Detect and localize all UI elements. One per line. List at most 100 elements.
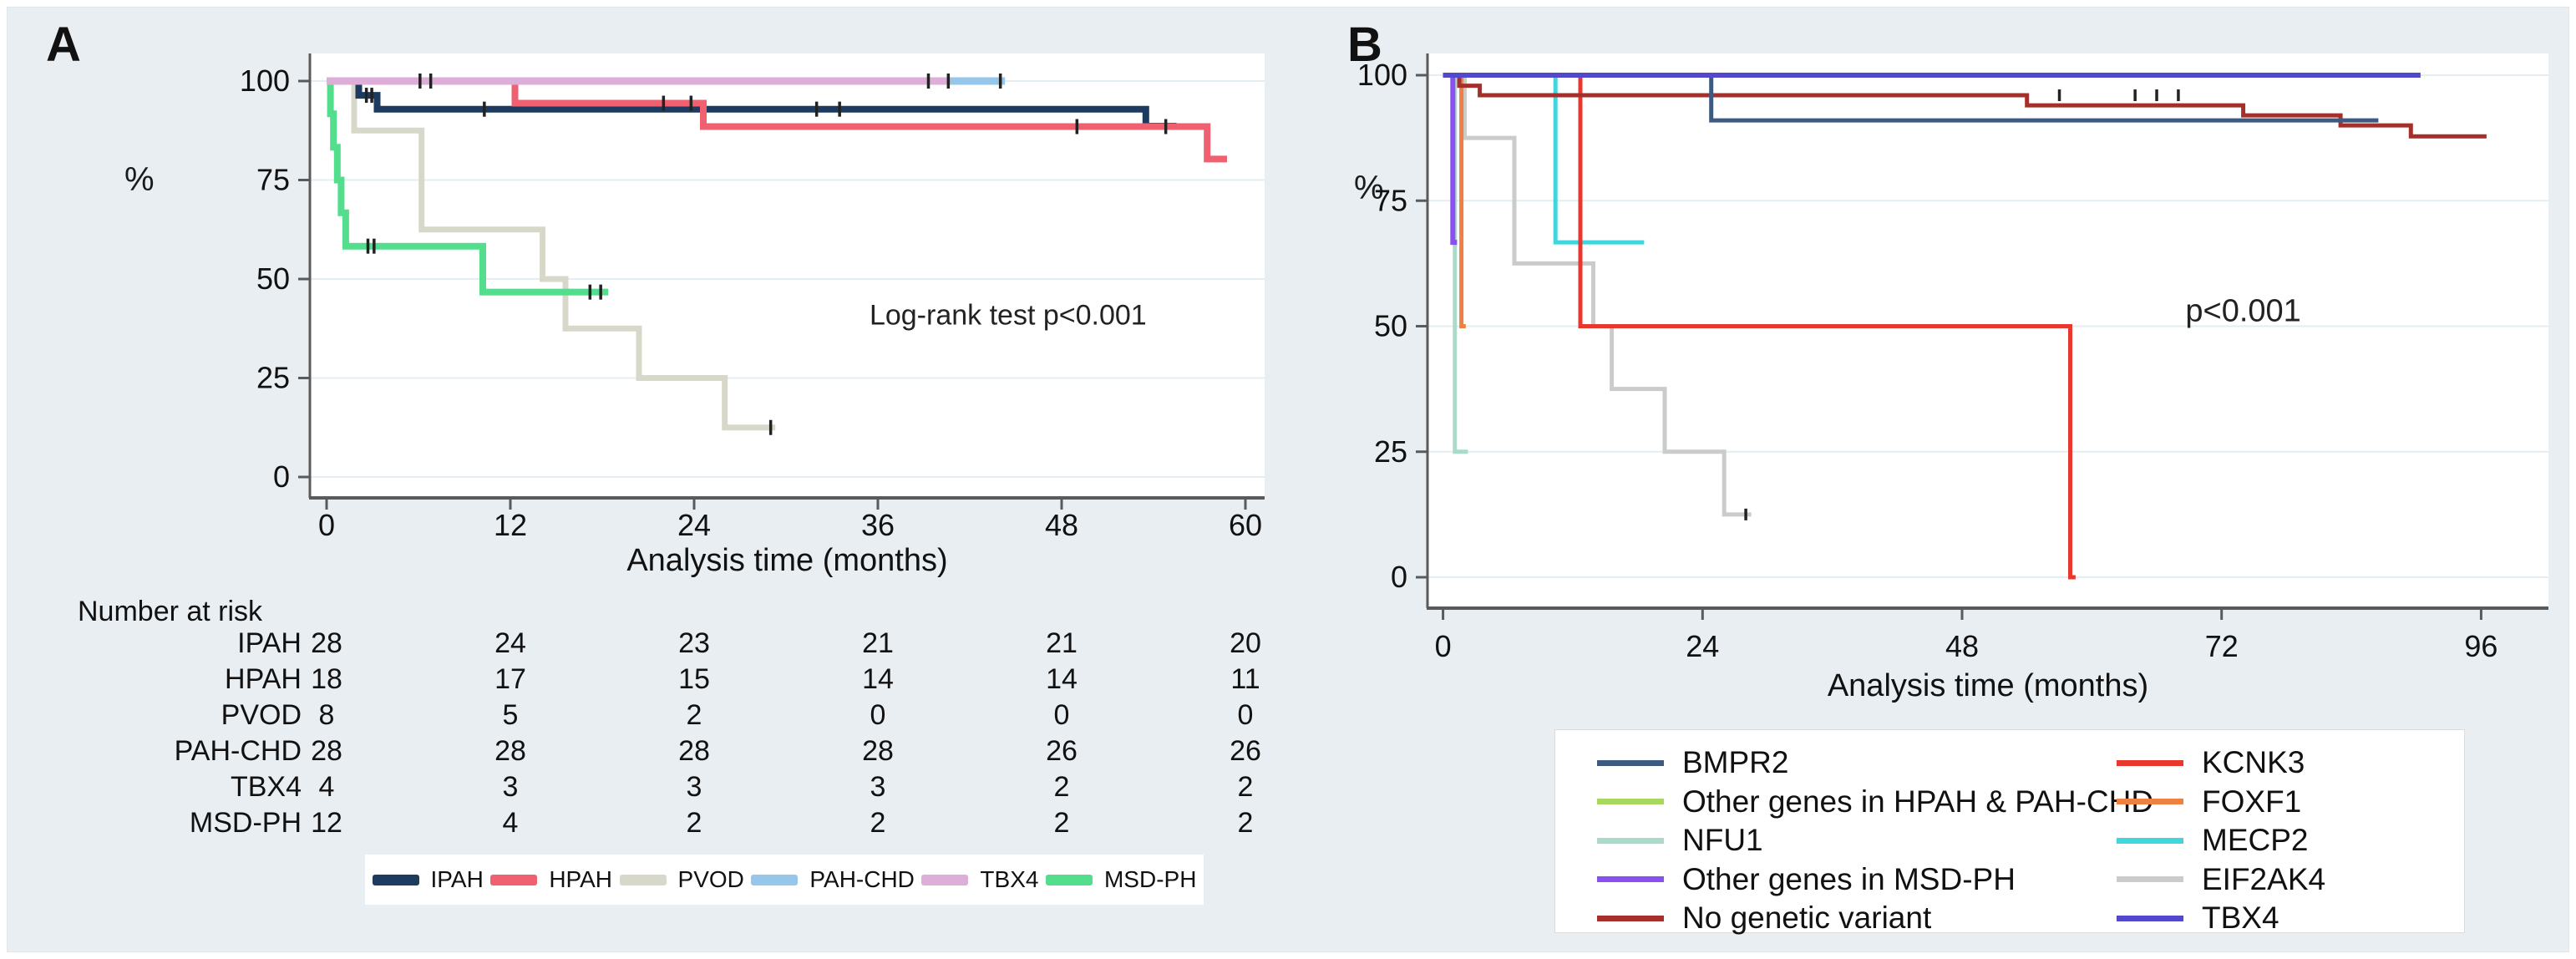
legend-swatch [2117, 915, 2183, 921]
risk-value: 3 [870, 771, 886, 803]
risk-value: 2 [686, 699, 702, 731]
x-tick-label: 96 [2464, 629, 2497, 663]
legend-swatch [1597, 876, 1664, 882]
risk-row-label: PVOD [221, 699, 302, 731]
risk-row-label: HPAH [225, 663, 302, 695]
x-tick-label: 48 [1945, 629, 1979, 663]
risk-value: 14 [1046, 663, 1078, 695]
risk-value: 3 [502, 771, 519, 803]
risk-value: 4 [318, 771, 335, 803]
risk-value: 28 [311, 627, 342, 659]
legend-item: BMPR2 [1597, 745, 1788, 780]
legend-label: EIF2AK4 [2202, 861, 2326, 896]
risk-value: 2 [686, 807, 702, 839]
legend-swatch [1597, 837, 1664, 844]
y-tick-label: 100 [1357, 58, 1407, 92]
risk-value: 4 [502, 807, 519, 839]
legend-item: MSD-PH [1045, 866, 1197, 893]
y-tick-label: 0 [273, 459, 290, 494]
risk-value: 12 [311, 807, 342, 839]
legend-label: BMPR2 [1682, 745, 1789, 779]
legend-label: Other genes in MSD-PH [1682, 861, 2016, 896]
plot-area [310, 53, 1265, 498]
risk-value: 0 [1053, 699, 1070, 731]
legend-item: HPAH [490, 866, 612, 893]
risk-value: 28 [678, 735, 710, 767]
legend-item: KCNK3 [2117, 745, 2305, 780]
legend-item: IPAH [372, 866, 484, 893]
legend-swatch [372, 874, 419, 885]
legend-item: NFU1 [1597, 823, 1763, 858]
risk-value: 28 [311, 735, 342, 767]
legend-item: Other genes in MSD-PH [1597, 862, 2016, 897]
panel-b-letter: B [1347, 18, 1382, 72]
risk-value: 17 [494, 663, 526, 695]
legend-swatch [921, 874, 969, 885]
legend-swatch [490, 874, 538, 885]
x-tick-label: 60 [1229, 508, 1262, 542]
x-tick-label: 36 [861, 508, 895, 542]
risk-value: 26 [1230, 735, 1261, 767]
risk-value: 18 [311, 663, 342, 695]
y-tick-label: 75 [1374, 183, 1407, 217]
risk-value: 2 [870, 807, 886, 839]
series-msd-ph [327, 78, 609, 296]
series-no-genetic-variant [1443, 73, 2487, 139]
legend-label: MSD-PH [1103, 866, 1197, 892]
x-tick-label: 48 [1045, 508, 1078, 542]
risk-value: 15 [678, 663, 710, 695]
x-tick-label: 24 [1686, 629, 1719, 663]
risk-row-label: TBX4 [230, 771, 302, 803]
legend-swatch [1045, 874, 1093, 885]
legend-swatch [2117, 837, 2183, 844]
figure-canvas: A % 100 75 50 25 0 0 12 24 36 48 60 Analysis time (… [7, 7, 2569, 952]
legend-label: TBX4 [2202, 901, 2279, 935]
x-tick-label: 12 [494, 508, 527, 542]
risk-value: 0 [1237, 699, 1254, 731]
y-tick-label: 50 [1374, 309, 1407, 343]
risk-value: 5 [502, 699, 519, 731]
risk-row-label: PAH-CHD [174, 735, 302, 767]
legend-item: TBX4 [2117, 901, 2279, 936]
y-tick-label: 25 [1374, 434, 1407, 469]
legend-panel-b: BMPR2 Other genes in HPAH & PAH-CHD NFU1 Ot… [1554, 729, 2465, 936]
risk-value: 20 [1230, 627, 1261, 659]
legend-item: FOXF1 [2117, 784, 2301, 819]
risk-value: 2 [1237, 807, 1254, 839]
legend-label: NFU1 [1682, 823, 1763, 857]
x-tick-label: 24 [677, 508, 711, 542]
risk-value: 21 [862, 627, 894, 659]
legend-swatch [1597, 799, 1664, 804]
legend-swatch [2117, 876, 2183, 882]
risk-value: 2 [1053, 771, 1070, 803]
legend-swatch [1597, 759, 1664, 766]
legend-label: No genetic variant [1682, 901, 1932, 935]
risk-value: 23 [678, 627, 710, 659]
risk-value: 0 [870, 699, 886, 731]
risk-value: 21 [1046, 627, 1078, 659]
panel-a-y-axis-title: % [124, 161, 155, 198]
legend-swatch [619, 874, 667, 885]
y-tick-label: 0 [1391, 560, 1407, 594]
risk-value: 3 [686, 771, 702, 803]
legend-swatch [751, 874, 799, 885]
risk-value: 28 [494, 735, 526, 767]
legend-swatch [1597, 915, 1664, 921]
legend-label: FOXF1 [2202, 784, 2302, 819]
x-axis-title: Analysis time (months) [626, 543, 947, 578]
risk-value: 8 [318, 699, 335, 731]
risk-value: 14 [862, 663, 894, 695]
panel-b-y-axis-title: % [1354, 170, 1384, 206]
legend-item: PVOD [619, 866, 744, 893]
legend-item: PAH-CHD [751, 866, 915, 893]
annotation-text: p<0.001 [2185, 293, 2300, 328]
annotation-text: Log-rank test p<0.001 [870, 300, 1147, 332]
x-tick-label: 72 [2205, 629, 2239, 663]
y-tick-label: 50 [256, 261, 290, 296]
x-tick-label: 0 [1435, 629, 1452, 663]
legend-panel-a: IPAH HPAH PVOD PAH-CHD TBX4 MSD-PH [365, 855, 1204, 905]
risk-table-title: Number at risk [78, 596, 263, 627]
legend-label: PVOD [677, 866, 744, 892]
panel-b-plot: 100 75 50 25 0 0 24 48 72 96 Analysis time (months… [1357, 53, 2548, 703]
risk-value: 24 [494, 627, 526, 659]
